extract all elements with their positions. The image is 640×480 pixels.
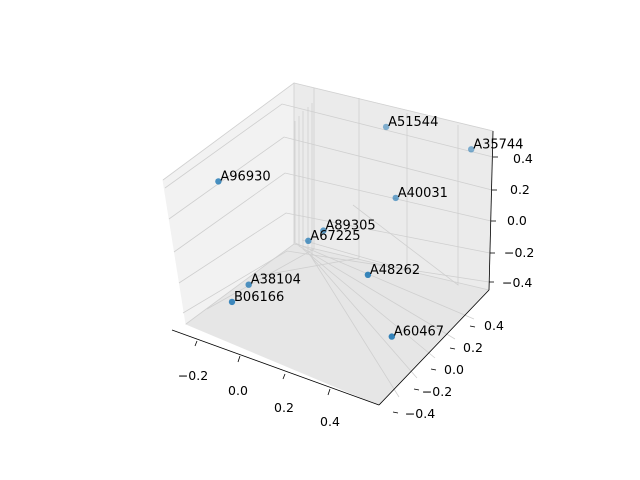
x-tick-label: 0.0 — [228, 383, 248, 398]
x-axis-line — [171, 329, 380, 406]
scatter-point — [468, 146, 475, 153]
scatter-point — [245, 281, 252, 288]
scatter-point — [382, 123, 390, 131]
y-axis-line — [378, 289, 490, 406]
z-tick-label: 0.0 — [507, 213, 527, 228]
pane-edges — [162, 82, 494, 325]
y-tick-label: 0.4 — [484, 318, 504, 333]
z-tick-label: 0.2 — [510, 182, 530, 197]
scatter-point — [364, 271, 372, 278]
scatter-point — [392, 194, 399, 202]
point-label: A96930 — [220, 169, 270, 184]
point-label: A60467 — [394, 325, 444, 340]
scatter-point — [215, 178, 222, 185]
point-label: B06166 — [234, 290, 284, 305]
point-label: A38104 — [251, 273, 301, 288]
z-axis-line — [488, 130, 494, 291]
point-label: A35744 — [473, 137, 523, 152]
point-label: A51544 — [388, 115, 438, 130]
scatter-point — [228, 298, 236, 306]
x-tick-label: 0.2 — [274, 400, 294, 415]
x-tick-label: 0.4 — [320, 414, 340, 429]
x-tick-label: −0.2 — [178, 368, 208, 383]
point-label: A40031 — [398, 186, 448, 201]
grid-lines — [164, 88, 494, 398]
point-label: A48262 — [370, 263, 420, 278]
y-tick-label: 0.2 — [463, 340, 483, 355]
y-tick-label: −0.2 — [422, 384, 452, 399]
scatter-point — [320, 227, 327, 234]
point-label: A67225 — [310, 229, 360, 244]
z-tick-label: −0.2 — [504, 245, 534, 260]
point-label: A89305 — [325, 219, 375, 234]
tick-labels: −0.2 0.0 0.2 0.4 −0.4 −0.2 0.0 0.2 0.4 −… — [178, 151, 535, 429]
y-tick-label: −0.4 — [405, 406, 435, 421]
axis-lines — [171, 130, 494, 406]
y-tick-label: 0.0 — [444, 362, 464, 377]
scatter-point — [305, 237, 312, 244]
scatter-point — [388, 333, 395, 340]
z-tick-label: −0.4 — [502, 275, 532, 290]
tick-marks — [194, 156, 498, 414]
z-tick-label: 0.4 — [513, 151, 533, 166]
